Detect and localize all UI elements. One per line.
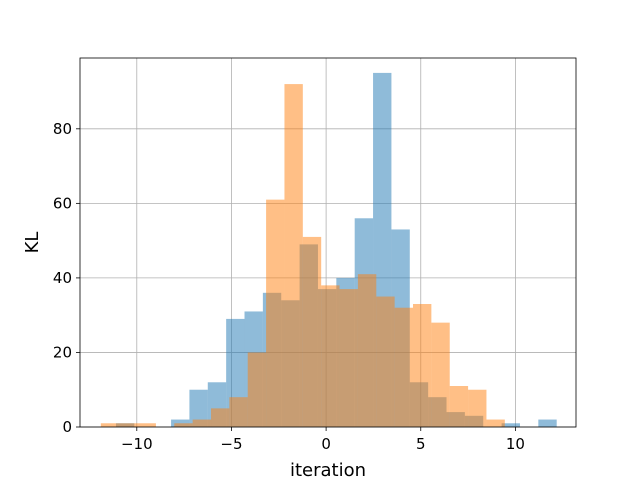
bar-series-1-bin-16: [394, 307, 414, 427]
bar-series-1-bin-10: [284, 84, 303, 427]
bar-series-1-bin-11: [302, 236, 322, 427]
x-tick-label-1: −5: [220, 435, 242, 453]
x-axis-label: iteration: [290, 460, 366, 480]
histogram-bars: [100, 72, 557, 427]
bar-series-1-bin-20: [468, 389, 487, 427]
bar-series-1-bin-18: [431, 322, 450, 427]
y-axis-ticks: 0 20 40 60 80: [53, 120, 80, 436]
bar-series-1-bin-7: [229, 397, 248, 427]
bar-series-0-bin-4: [189, 389, 208, 427]
bar-series-1-bin-4: [174, 423, 193, 427]
y-tick-label-4: 80: [53, 120, 72, 138]
bar-series-1-bin-17: [413, 304, 432, 427]
bar-series-1-bin-15: [376, 296, 395, 427]
y-tick-label-2: 40: [53, 269, 72, 287]
bar-series-1-bin-9: [266, 199, 285, 427]
bar-series-0-bin-21: [501, 423, 520, 427]
y-tick-label-0: 0: [62, 418, 72, 436]
x-axis-ticks: −10 −5 0 5 10: [121, 427, 525, 453]
bar-series-1-bin-14: [357, 274, 377, 427]
x-tick-label-3: 5: [416, 435, 426, 453]
bar-series-1-bin-21: [486, 419, 505, 427]
bar-series-1-bin-0: [100, 423, 120, 427]
plot-frame: [79, 57, 577, 428]
y-tick-label-3: 60: [53, 194, 72, 212]
bar-series-1-bin-1: [119, 423, 138, 427]
x-tick-label-4: 10: [506, 435, 525, 453]
bar-series-0-bin-23: [538, 419, 557, 427]
bar-series-1-bin-19: [449, 386, 469, 427]
y-axis-label: KL: [22, 232, 43, 254]
bar-series-0-bin-3: [171, 419, 190, 427]
bar-series-1-bin-8: [247, 352, 267, 427]
bar-series-1-bin-5: [192, 419, 212, 427]
x-tick-label-0: −10: [121, 435, 153, 453]
bar-series-1-bin-13: [339, 289, 358, 427]
bar-series-1-bin-6: [211, 408, 230, 427]
y-tick-label-1: 20: [53, 343, 72, 361]
x-tick-label-2: 0: [321, 435, 331, 453]
bar-series-1-bin-12: [321, 285, 340, 427]
bar-series-1-bin-2: [137, 423, 156, 427]
